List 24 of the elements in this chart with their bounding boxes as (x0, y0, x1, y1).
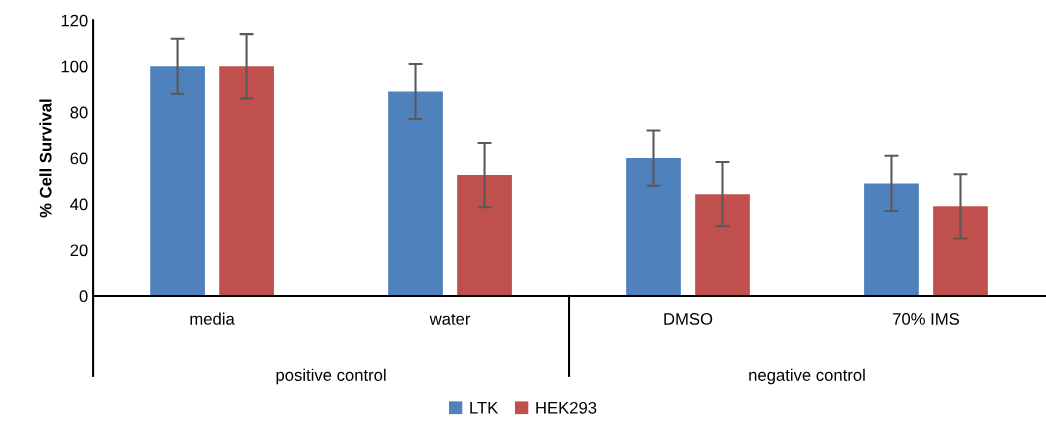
bar (933, 206, 988, 296)
y-tick-label: 80 (70, 106, 88, 119)
y-tick-label: 120 (61, 14, 88, 27)
y-tick-label: 40 (70, 198, 88, 211)
x-tick-label: water (429, 313, 471, 325)
legend-label: HEK293 (536, 401, 597, 414)
y-tick-label: 20 (70, 244, 88, 257)
text: positive control (276, 368, 386, 385)
bar (695, 194, 750, 296)
x-tick-label: 70% IMS (893, 313, 960, 325)
bar (457, 175, 512, 296)
bar (150, 66, 205, 296)
y-tick-label: 100 (61, 60, 88, 73)
x-tick-label: DMSO (664, 313, 713, 325)
bar (864, 183, 919, 296)
y-tick-label: 0 (79, 290, 88, 303)
bar (388, 91, 443, 296)
legend-label: LTK (470, 402, 499, 414)
y-axis-title: % Cell Survival (39, 99, 52, 218)
text: negative control (749, 368, 865, 385)
bar (626, 158, 681, 296)
y-tick-label: 60 (70, 152, 88, 165)
x-tick-label: media (190, 312, 235, 325)
bar (219, 66, 274, 296)
